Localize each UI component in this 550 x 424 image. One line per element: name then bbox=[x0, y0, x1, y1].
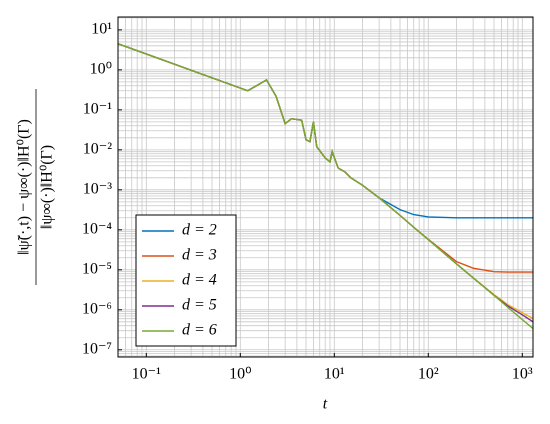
y-axis-label: ‖ψ̃(·,t) − ψ∞(·)‖H⁰(Γ) ‖ψ∞(·)‖H⁰(Γ) bbox=[16, 89, 56, 285]
y-tick-label: 10⁻⁶ bbox=[82, 300, 112, 317]
x-tick-label: 10² bbox=[418, 366, 439, 383]
x-tick-label: 10⁻¹ bbox=[132, 366, 161, 383]
y-label-numerator: ‖ψ̃(·,t) − ψ∞(·)‖H⁰(Γ) bbox=[16, 119, 33, 255]
plot-frame bbox=[117, 16, 534, 358]
legend-label: d = 4 bbox=[182, 272, 217, 289]
y-tick-label: 10⁻¹ bbox=[83, 101, 112, 118]
x-tick-label: 10³ bbox=[512, 366, 533, 383]
y-label-denominator: ‖ψ∞(·)‖H⁰(Γ) bbox=[39, 145, 56, 229]
legend-label: d = 5 bbox=[182, 297, 217, 314]
x-tick-label: 10⁰ bbox=[229, 366, 251, 383]
y-tick-label: 10⁰ bbox=[90, 61, 112, 78]
y-tick-label: 10⁻² bbox=[83, 141, 112, 158]
y-tick-label: 10⁻⁷ bbox=[82, 340, 112, 357]
legend-label: d = 6 bbox=[182, 322, 217, 339]
legend-label: d = 3 bbox=[182, 247, 217, 264]
y-tick-label: 10⁻⁴ bbox=[82, 220, 112, 237]
series-line bbox=[117, 43, 534, 330]
legend-label: d = 2 bbox=[182, 222, 217, 239]
y-tick-label: 10⁻³ bbox=[83, 181, 112, 198]
legend: d = 2 d = 3 d = 4 d = 5 d = 6 bbox=[135, 214, 237, 347]
y-tick-label: 10⁻⁵ bbox=[82, 260, 112, 277]
x-axis-label: t bbox=[323, 396, 328, 413]
y-tick-label: 10¹ bbox=[91, 21, 112, 38]
x-tick-label: 10¹ bbox=[324, 366, 345, 383]
